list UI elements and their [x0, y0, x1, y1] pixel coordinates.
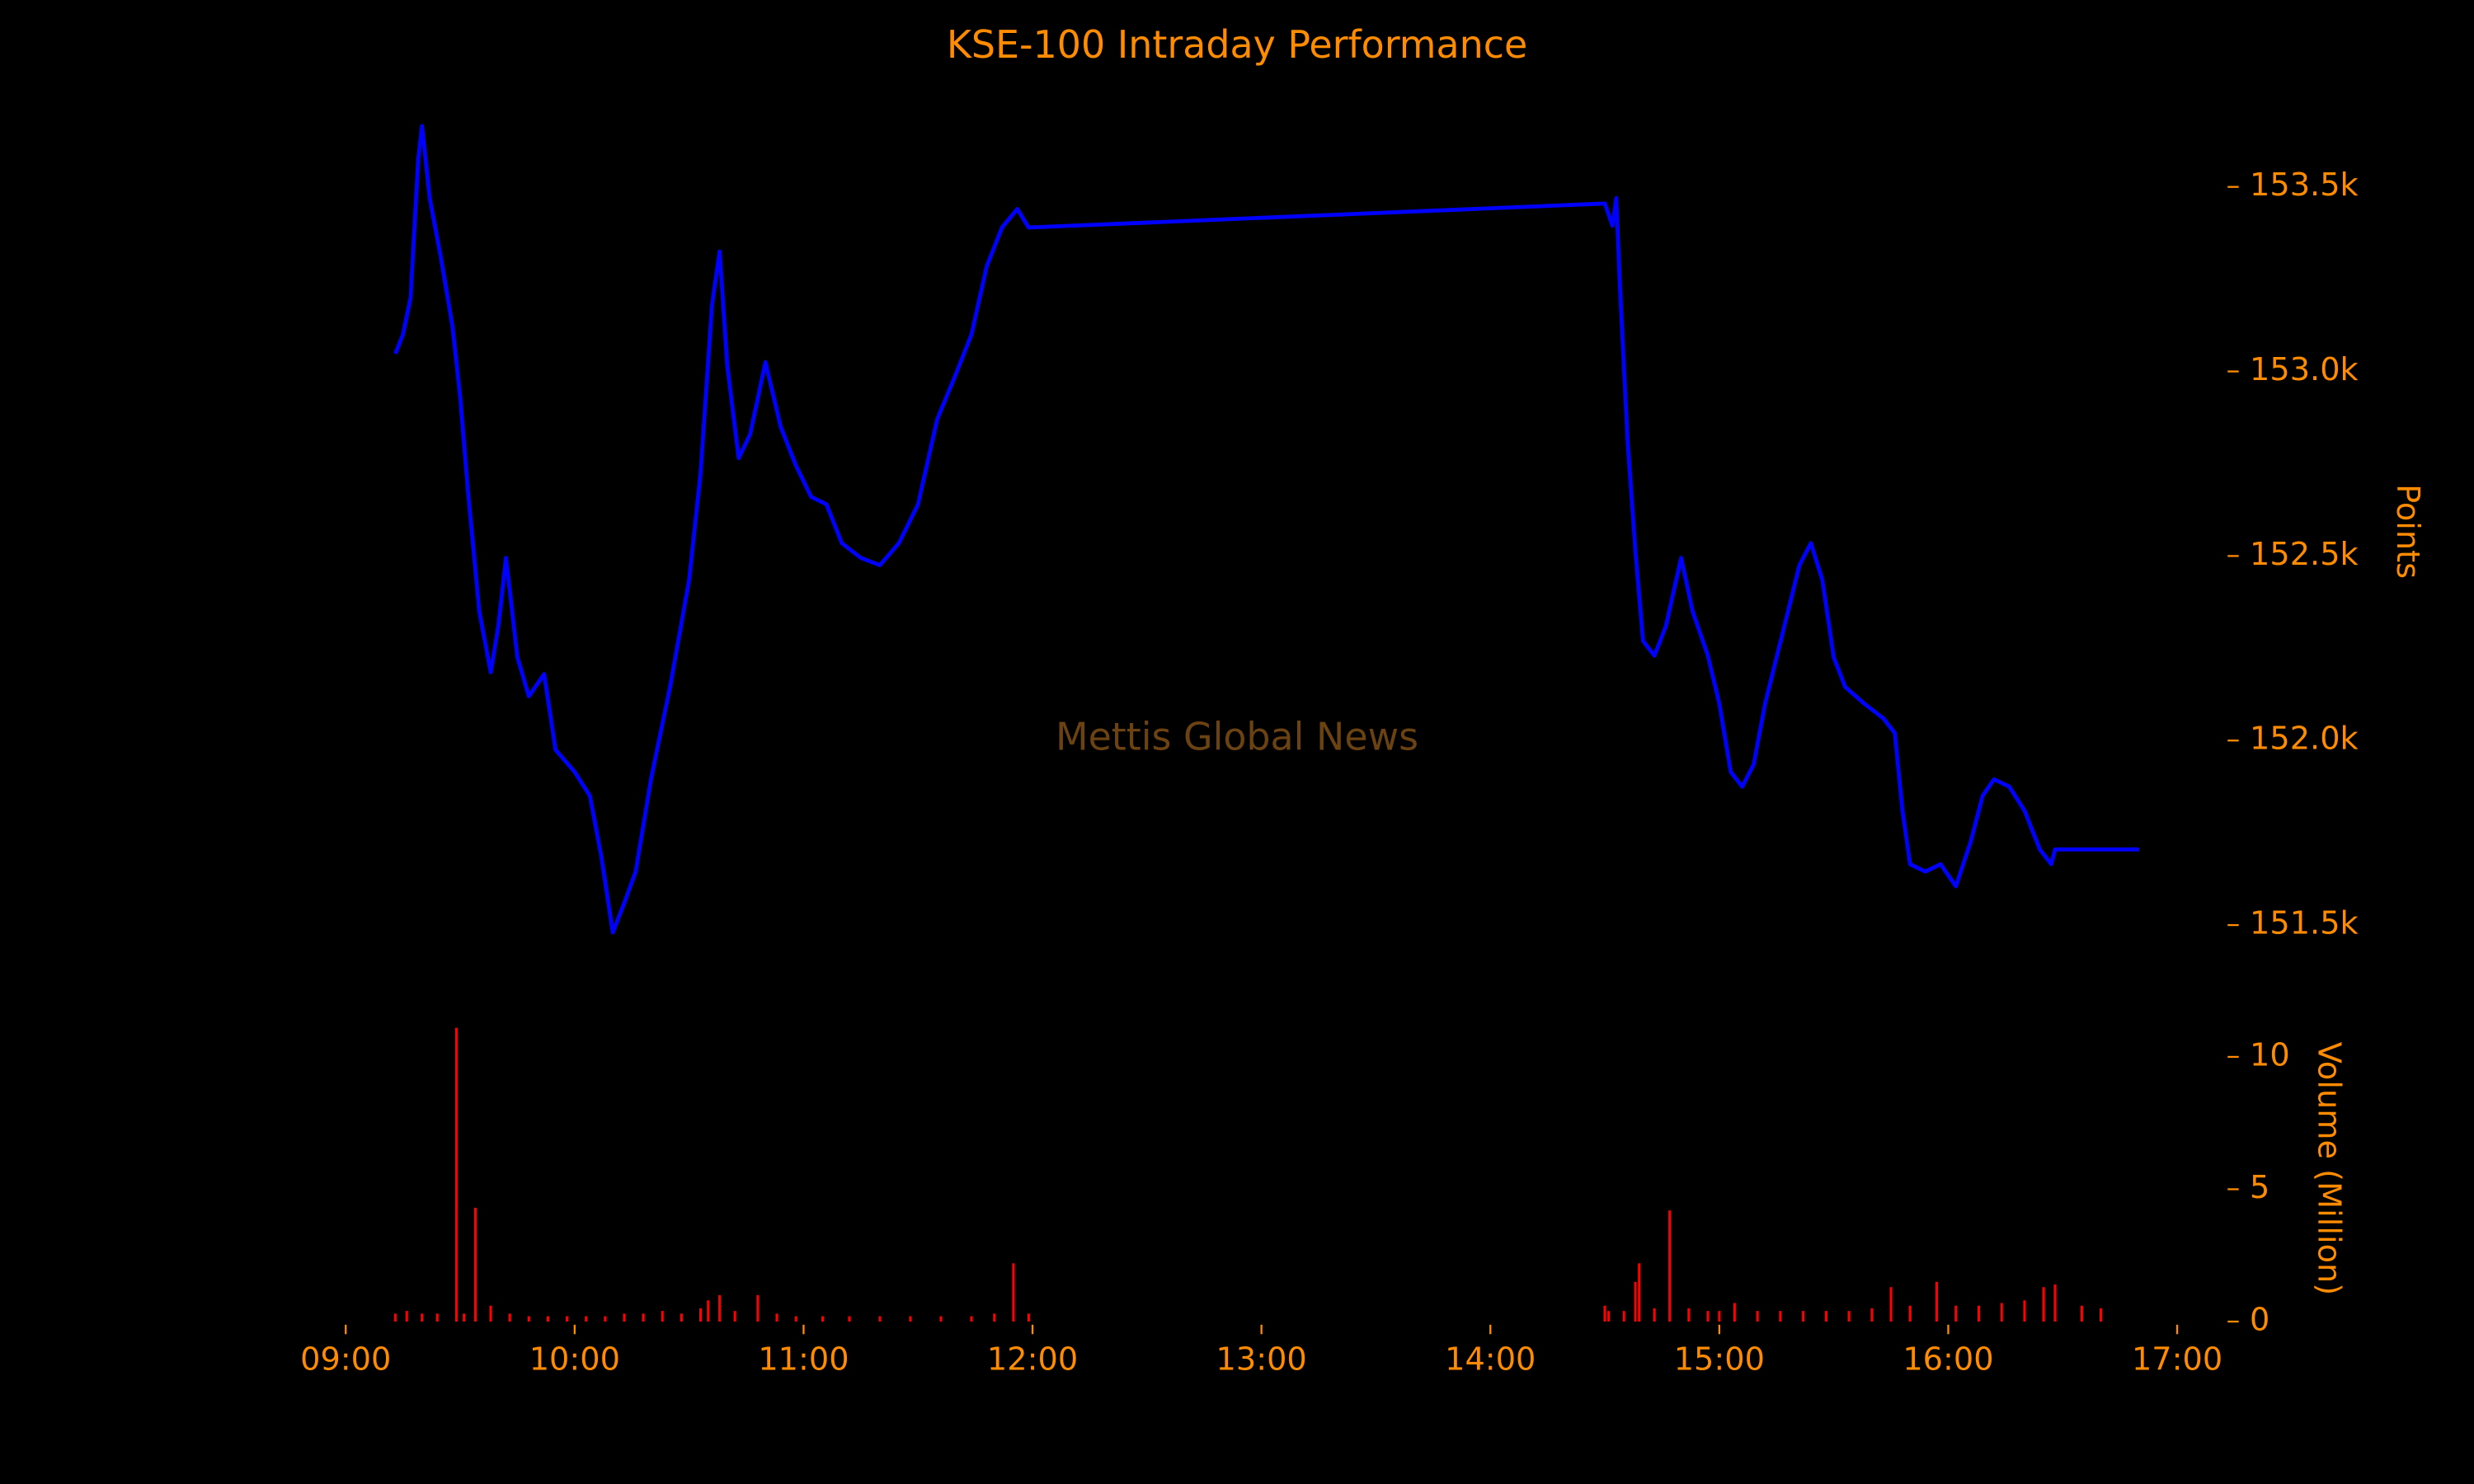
x-tick-label: 10:00	[529, 1341, 620, 1378]
volume-bar	[508, 1313, 511, 1322]
x-tick-label: 15:00	[1674, 1341, 1765, 1378]
x-tick-label: 12:00	[987, 1341, 1078, 1378]
volume-bar	[1027, 1313, 1030, 1322]
y-tick-label: 152.0k	[2250, 721, 2359, 758]
x-tick-label: 16:00	[1903, 1341, 1993, 1378]
volume-bar	[1977, 1305, 1981, 1322]
volume-bar	[1779, 1311, 1782, 1322]
y-tick-label: 153.0k	[2250, 351, 2359, 388]
volume-bar	[489, 1305, 492, 1322]
volume-bar	[1653, 1308, 1656, 1322]
price-line	[393, 124, 2139, 935]
volume-bar	[939, 1316, 943, 1322]
y-tick-label: 153.5k	[2250, 167, 2359, 204]
volume-bar	[1607, 1311, 1611, 1322]
volume-bar	[585, 1316, 588, 1322]
volume-bar	[1954, 1305, 1958, 1322]
volume-bar	[878, 1316, 882, 1322]
y-tick-label: 151.5k	[2250, 905, 2359, 942]
volume-bar	[1756, 1311, 1759, 1322]
volume-bar	[794, 1316, 797, 1322]
y-tick-label: 152.5k	[2250, 536, 2359, 573]
volume-bar	[1012, 1263, 1015, 1322]
volume-bar	[1733, 1303, 1736, 1322]
volume-bar	[756, 1294, 760, 1322]
y-tick-label: 10	[2250, 1036, 2290, 1073]
volume-bar	[546, 1316, 549, 1322]
volume-bar	[775, 1313, 778, 1322]
volume-bar	[2080, 1305, 2083, 1322]
volume-bar	[1870, 1308, 1874, 1322]
volume-bar	[698, 1308, 703, 1322]
volume-bar	[680, 1313, 683, 1322]
volume-bar	[1824, 1311, 1827, 1322]
x-tick-label: 09:00	[300, 1341, 391, 1378]
volume-bar	[623, 1313, 626, 1322]
volume-bar	[821, 1316, 825, 1322]
volume-bar	[454, 1027, 458, 1322]
volume-bar	[1634, 1281, 1637, 1322]
volume-bar	[661, 1311, 664, 1322]
y-tick-label: 0	[2250, 1301, 2269, 1338]
watermark: Mettis Global News	[1056, 715, 1418, 759]
volume-bar	[718, 1294, 722, 1322]
volume-bar	[1638, 1263, 1641, 1322]
y-tick-label: 5	[2250, 1169, 2269, 1206]
volume-bar	[2042, 1287, 2045, 1322]
x-tick-label: 17:00	[2132, 1341, 2222, 1378]
volume-bar	[1622, 1311, 1625, 1322]
volume-bar	[463, 1313, 466, 1322]
volume-bar	[1706, 1311, 1710, 1322]
volume-bar	[474, 1207, 477, 1322]
volume-bar	[566, 1316, 569, 1322]
volume-bar	[707, 1300, 710, 1322]
volume-bar	[1847, 1311, 1851, 1322]
volume-bar	[733, 1311, 736, 1322]
volume-bar	[909, 1316, 912, 1322]
volume-bar	[405, 1311, 408, 1322]
volume-bar	[435, 1313, 439, 1322]
volume-bar	[993, 1313, 996, 1322]
volume-bar	[1935, 1281, 1939, 1322]
volume-bar	[1718, 1311, 1721, 1322]
volume-bar	[848, 1316, 851, 1322]
volume-bar	[393, 1313, 397, 1322]
x-tick-label: 14:00	[1445, 1341, 1536, 1378]
x-tick-label: 11:00	[758, 1341, 849, 1378]
x-tick-label: 13:00	[1216, 1341, 1307, 1378]
volume-bar	[1802, 1311, 1805, 1322]
volume-bar	[421, 1313, 424, 1322]
volume-bar	[642, 1313, 645, 1322]
y-axis-label: Volume (Million)	[2310, 1042, 2347, 1295]
volume-bar	[2099, 1308, 2103, 1322]
volume-bar	[2000, 1303, 2003, 1322]
volume-bar	[1668, 1210, 1672, 1322]
volume-bar	[2053, 1284, 2057, 1322]
volume-bar	[1603, 1305, 1606, 1322]
volume-bar	[1889, 1287, 1893, 1322]
volume-bar	[970, 1316, 973, 1322]
volume-bar	[1687, 1308, 1691, 1322]
volume-bar	[604, 1316, 607, 1322]
y-axis-label: Points	[2389, 484, 2426, 579]
volume-bar	[1908, 1305, 1912, 1322]
chart-title: KSE-100 Intraday Performance	[947, 22, 1527, 67]
volume-bar	[527, 1316, 530, 1322]
volume-bar	[2023, 1300, 2026, 1322]
